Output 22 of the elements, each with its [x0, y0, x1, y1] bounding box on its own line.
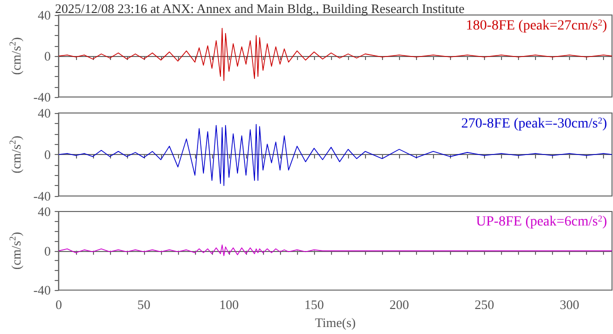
x-tick-label: 100 — [219, 297, 239, 312]
y-tick-label: 0 — [44, 243, 51, 258]
chart-title: 2025/12/08 23:16 at ANX: Annex and Main Bldg., Building Research Institute — [55, 1, 465, 16]
y-tick-label: 0 — [44, 48, 51, 64]
y-tick-label: 40 — [38, 8, 51, 22]
y-axis-title: (cm/s2) — [8, 136, 24, 174]
x-tick-label: 200 — [389, 297, 409, 312]
x-tick-label: 300 — [560, 297, 580, 312]
y-tick-label: -40 — [33, 90, 51, 104]
y-axis-title: (cm/s2) — [8, 232, 24, 270]
y-tick-label: 0 — [44, 147, 51, 162]
y-tick-label: -40 — [33, 282, 51, 298]
x-tick-label: 0 — [55, 297, 62, 312]
x-tick-label: 50 — [137, 297, 150, 312]
y-tick-label: 40 — [38, 106, 51, 120]
y-axis-title: (cm/s2) — [8, 37, 24, 75]
y-tick-label: -40 — [33, 188, 51, 204]
x-tick-label: 150 — [304, 297, 324, 312]
line-series — [58, 244, 612, 256]
x-axis-title: Time(s) — [315, 315, 356, 330]
x-tick-label: 250 — [474, 297, 494, 312]
y-tick-label: 40 — [38, 204, 51, 219]
